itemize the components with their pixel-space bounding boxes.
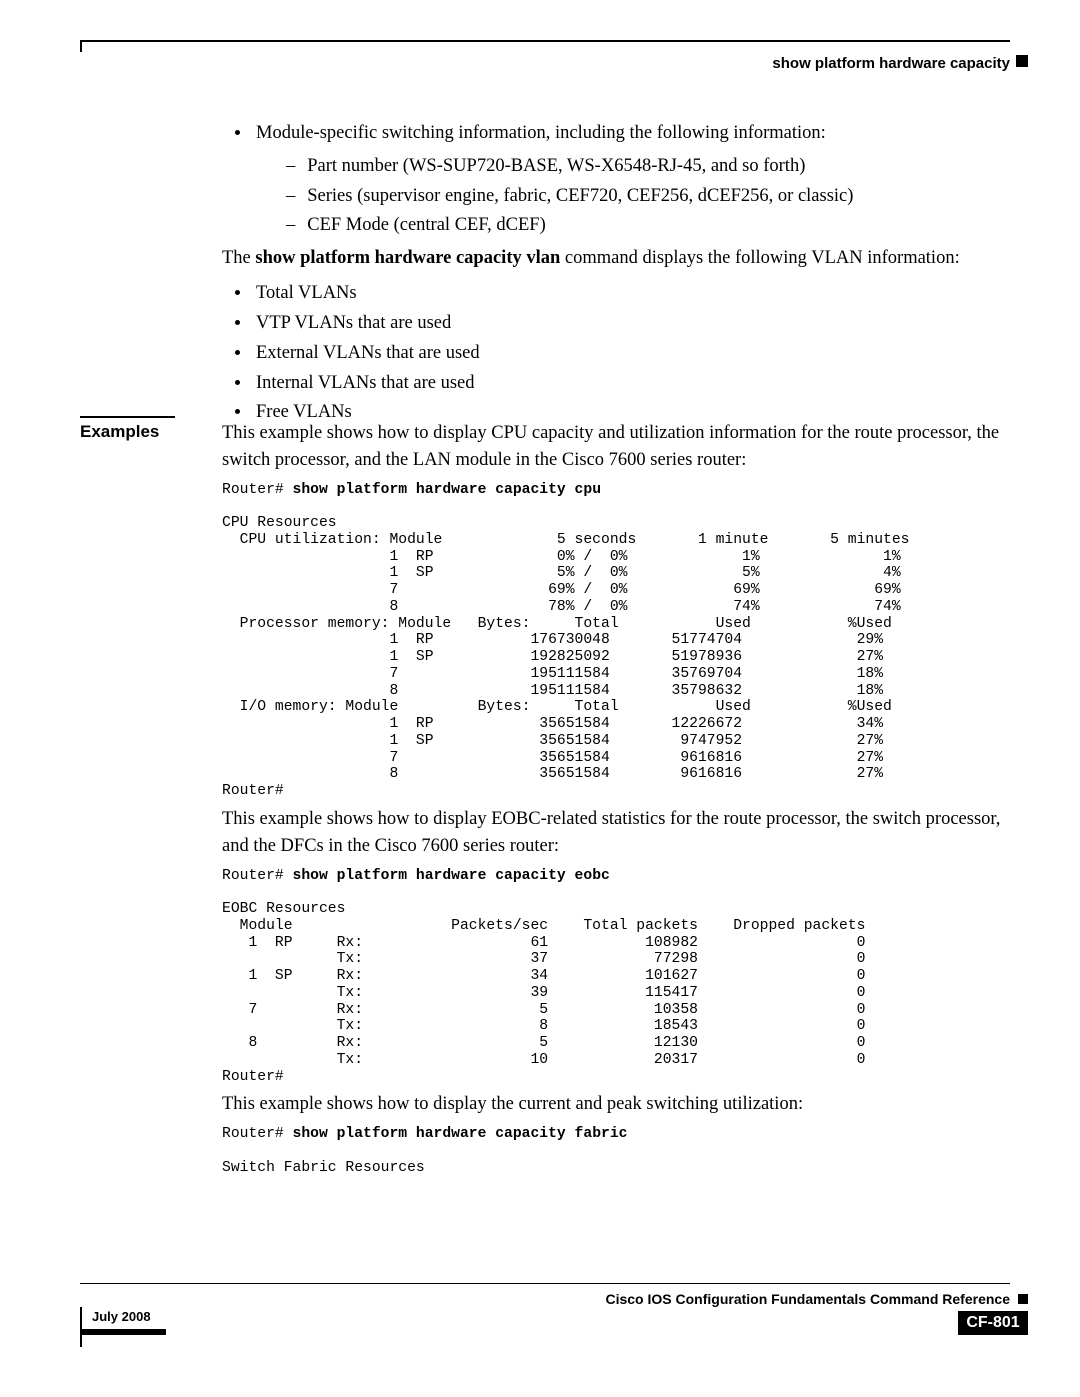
section-rule [80,416,175,418]
command-name: show platform hardware capacity vlan [255,248,565,268]
cli-block-2: Router# show platform hardware capacity … [222,868,1012,1086]
bullet-list-1: Module-specific switching information, i… [222,120,1012,239]
bullet-item: Total VLANs [252,280,1012,307]
cli-prompt: Router# [222,1126,293,1142]
examples-content: This example shows how to display CPU ca… [222,420,1012,1182]
cli-command: show platform hardware capacity cpu [293,482,602,498]
text-tail: command displays the following VLAN info… [565,248,960,268]
header-title: show platform hardware capacity [772,55,1010,72]
sub-bullet-item: Part number (WS-SUP720-BASE, WS-X6548-RJ… [286,153,1012,180]
footer-marker-icon [1018,1294,1028,1304]
bullet-item: External VLANs that are used [252,340,1012,367]
cli-prompt: Router# [222,868,293,884]
cli-block-3: Router# show platform hardware capacity … [222,1126,1012,1176]
example-intro-2: This example shows how to display EOBC-r… [222,806,1012,860]
sub-bullet-item: Series (supervisor engine, fabric, CEF72… [286,183,1012,210]
bullet-item: Module-specific switching information, i… [252,120,1012,239]
bullet-text: Module-specific switching information, i… [256,123,826,143]
cli-block-1: Router# show platform hardware capacity … [222,482,1012,800]
top-tick [80,40,82,52]
cli-output: CPU Resources CPU utilization: Module 5 … [222,515,910,799]
footer-doc-title: Cisco IOS Configuration Fundamentals Com… [605,1291,1010,1307]
paragraph: The show platform hardware capacity vlan… [222,245,1012,272]
bullet-item: VTP VLANs that are used [252,310,1012,337]
bullet-item: Internal VLANs that are used [252,370,1012,397]
section-label-examples: Examples [80,422,159,442]
cli-command: show platform hardware capacity eobc [293,868,610,884]
cli-output: EOBC Resources Module Packets/sec Total … [222,901,865,1085]
body-content: Module-specific switching information, i… [222,120,1012,429]
example-intro-3: This example shows how to display the cu… [222,1091,1012,1118]
footer-date: July 2008 [80,1307,166,1335]
sub-bullet-list: Part number (WS-SUP720-BASE, WS-X6548-RJ… [256,153,1012,239]
page: show platform hardware capacity Module-s… [0,0,1080,1397]
cli-command: show platform hardware capacity fabric [293,1126,628,1142]
text-lead: The [222,248,255,268]
footer-tick [80,1335,82,1347]
example-intro-1: This example shows how to display CPU ca… [222,420,1012,474]
top-rule [80,40,1010,49]
footer-page-number: CF-801 [958,1311,1028,1335]
sub-bullet-item: CEF Mode (central CEF, dCEF) [286,212,1012,239]
header-marker-icon [1016,55,1028,67]
cli-prompt: Router# [222,482,293,498]
footer-rule [80,1283,1010,1285]
cli-output: Switch Fabric Resources [222,1160,425,1176]
bullet-list-2: Total VLANs VTP VLANs that are used Exte… [222,280,1012,426]
